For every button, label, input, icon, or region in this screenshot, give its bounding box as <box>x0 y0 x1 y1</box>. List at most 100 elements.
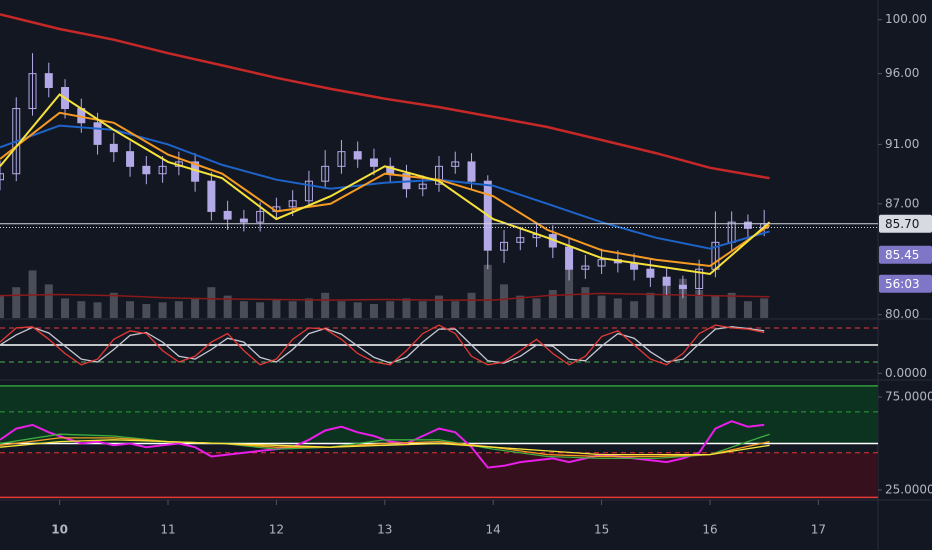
volume-bar <box>337 301 346 318</box>
moving-average <box>0 13 770 180</box>
candle-body <box>451 161 460 167</box>
volume-bar <box>386 301 395 318</box>
volume-bar <box>109 292 118 318</box>
x-tick-label: 15 <box>594 523 609 537</box>
volume-bar <box>646 292 655 318</box>
candle-body <box>695 268 704 290</box>
last-price-box <box>879 214 932 233</box>
x-tick-label: 11 <box>160 523 175 537</box>
volume-bar <box>500 284 509 318</box>
volume-bar <box>288 301 297 318</box>
volume-bar <box>28 270 37 318</box>
candle-body <box>109 143 118 153</box>
volume-bar <box>174 301 183 318</box>
volume-bar <box>760 298 769 318</box>
candle-body <box>353 151 362 160</box>
volume-bar <box>678 278 687 318</box>
y-tick-label: 25.0000 <box>885 482 932 496</box>
y-tick-label: 91.00 <box>885 137 919 151</box>
volume-bar <box>44 284 53 318</box>
candle-body <box>288 200 297 208</box>
candle-body <box>126 151 135 167</box>
candle-body <box>662 276 671 286</box>
x-tick-label: 12 <box>269 523 284 537</box>
volume-bar <box>662 284 671 318</box>
candle-body <box>678 284 687 290</box>
x-tick-label: 16 <box>702 523 717 537</box>
x-tick-label: 10 <box>51 523 68 537</box>
countdown-label: 56:03 <box>885 277 920 291</box>
candle-body <box>597 259 606 267</box>
y-tick-label: 87.00 <box>885 196 919 210</box>
candle-body <box>565 246 574 270</box>
band-fill <box>0 385 878 444</box>
volume-bar <box>743 301 752 318</box>
volume-bar <box>223 295 232 318</box>
volume-bar <box>256 302 265 318</box>
volume-bar <box>711 295 720 318</box>
volume-bar <box>304 298 313 318</box>
volume-bar <box>353 302 362 318</box>
volume-ma-line <box>0 292 770 301</box>
volume-bar <box>191 298 200 318</box>
y-tick-label: 100.00 <box>885 12 927 26</box>
volume-bar <box>418 301 427 318</box>
candle-body <box>256 210 265 223</box>
moving-average <box>0 124 770 250</box>
candle-body <box>93 122 102 145</box>
candle-body <box>467 161 476 182</box>
volume-bar <box>142 304 151 318</box>
candle-body <box>239 218 248 223</box>
volume-bar <box>158 302 167 318</box>
candle-body <box>207 180 216 212</box>
volume-bar <box>727 292 736 318</box>
candle-body <box>0 173 4 181</box>
volume-bar <box>369 304 378 318</box>
candle-body <box>516 237 525 243</box>
candle-body <box>500 241 509 251</box>
candle-body <box>435 165 443 185</box>
volume-bar <box>61 298 70 318</box>
volume-bar <box>581 287 590 318</box>
candle-body <box>337 151 346 167</box>
y-tick-label: 80.00 <box>885 307 919 321</box>
volume-bar <box>126 301 135 318</box>
x-tick-label: 13 <box>377 523 392 537</box>
moving-average <box>0 111 771 268</box>
mid-price-box <box>879 245 932 264</box>
candle-body <box>304 180 313 202</box>
indicator-line <box>0 326 765 364</box>
volume-bar <box>467 292 476 318</box>
volume-bar <box>93 302 102 318</box>
countdown-box <box>879 274 932 293</box>
candle-body <box>158 165 167 175</box>
candle-body <box>44 73 53 88</box>
volume-bar <box>272 300 281 318</box>
x-tick-label: 14 <box>486 523 501 537</box>
volume-bar <box>516 295 525 318</box>
candle-body <box>321 165 330 182</box>
volume-bar <box>451 301 460 318</box>
moving-average <box>0 93 771 276</box>
volume-bar <box>695 290 704 318</box>
candle-body <box>581 265 590 270</box>
indicator-line <box>0 437 770 458</box>
candle-body <box>418 183 427 190</box>
indicator-line <box>0 324 765 366</box>
volume-bar <box>402 298 411 318</box>
candle-body <box>369 158 378 167</box>
volume-bar <box>77 301 86 318</box>
candle-body <box>28 73 37 110</box>
volume-bar <box>630 301 639 318</box>
volume-bar <box>12 287 21 318</box>
volume-bar <box>565 267 574 318</box>
y-tick-label: 75.0000 <box>885 389 932 403</box>
candle-body <box>646 268 655 278</box>
indicator-line <box>0 439 770 456</box>
volume-bar <box>435 295 443 318</box>
mid-price-label: 85.45 <box>885 248 919 262</box>
last-price-label: 85.70 <box>885 217 919 231</box>
candle-body <box>142 165 151 175</box>
volume-bar <box>532 298 541 318</box>
